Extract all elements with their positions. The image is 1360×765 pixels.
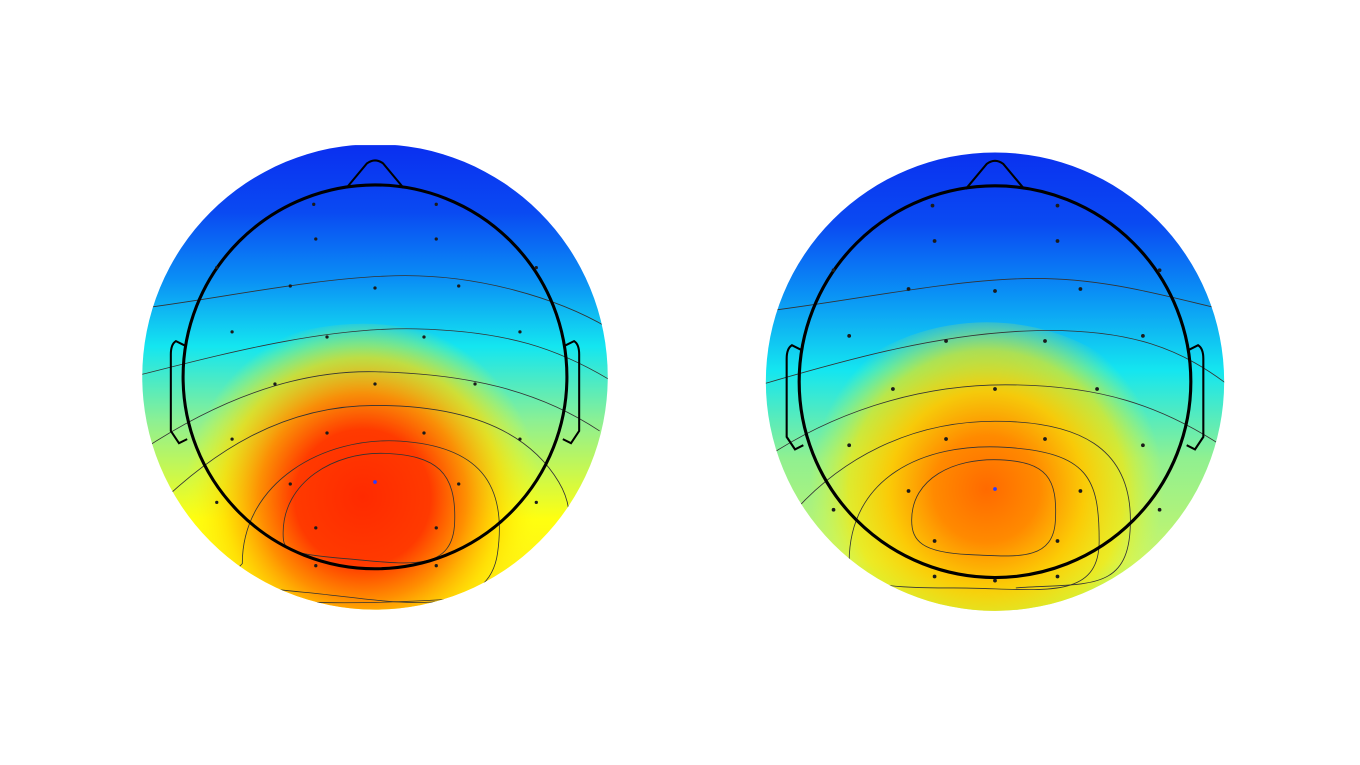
electrode-positions <box>215 202 538 568</box>
left-ear-icon <box>785 344 804 451</box>
peak-electrode <box>373 480 377 484</box>
electrode-positions <box>831 203 1162 583</box>
head-outline <box>169 159 581 571</box>
head-circle <box>797 184 1193 580</box>
right-ear-icon <box>562 339 581 445</box>
topomap-left-svg <box>142 145 608 610</box>
topomap-left <box>130 140 620 630</box>
head-circle <box>181 183 569 571</box>
head-outline <box>785 159 1205 580</box>
topomap-right-svg <box>765 152 1225 611</box>
peak-electrode <box>993 487 997 491</box>
topomap-right <box>745 145 1245 635</box>
right-ear-icon <box>1186 344 1205 451</box>
nose-icon <box>965 159 1025 190</box>
nose-icon <box>345 159 405 189</box>
contour-lines <box>765 278 1225 611</box>
activation-hotspot <box>788 322 1185 611</box>
left-ear-icon <box>169 339 188 445</box>
